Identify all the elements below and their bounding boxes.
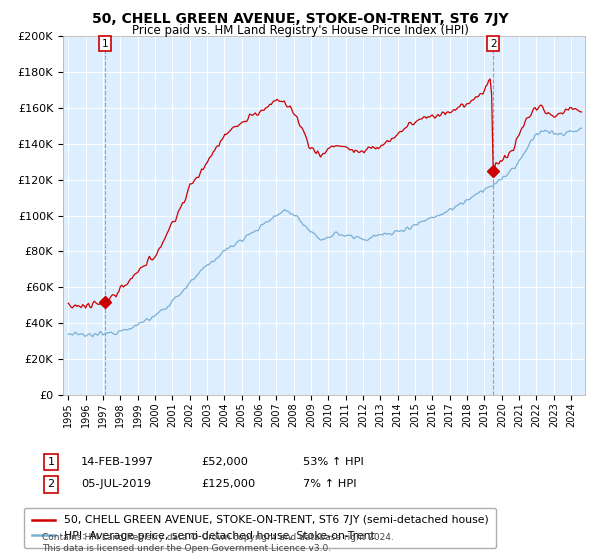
Text: 2: 2 bbox=[47, 479, 55, 489]
Text: 05-JUL-2019: 05-JUL-2019 bbox=[81, 479, 151, 489]
Text: 1: 1 bbox=[102, 39, 109, 49]
Text: 50, CHELL GREEN AVENUE, STOKE-ON-TRENT, ST6 7JY: 50, CHELL GREEN AVENUE, STOKE-ON-TRENT, … bbox=[92, 12, 508, 26]
Text: 53% ↑ HPI: 53% ↑ HPI bbox=[303, 457, 364, 467]
Text: £52,000: £52,000 bbox=[201, 457, 248, 467]
Legend: 50, CHELL GREEN AVENUE, STOKE-ON-TRENT, ST6 7JY (semi-detached house), HPI: Aver: 50, CHELL GREEN AVENUE, STOKE-ON-TRENT, … bbox=[24, 508, 496, 548]
Text: 1: 1 bbox=[47, 457, 55, 467]
Text: 2: 2 bbox=[490, 39, 497, 49]
Text: Price paid vs. HM Land Registry's House Price Index (HPI): Price paid vs. HM Land Registry's House … bbox=[131, 24, 469, 36]
Text: 7% ↑ HPI: 7% ↑ HPI bbox=[303, 479, 356, 489]
Text: Contains HM Land Registry data © Crown copyright and database right 2024.
This d: Contains HM Land Registry data © Crown c… bbox=[42, 533, 394, 553]
Text: £125,000: £125,000 bbox=[201, 479, 255, 489]
Text: 14-FEB-1997: 14-FEB-1997 bbox=[81, 457, 154, 467]
